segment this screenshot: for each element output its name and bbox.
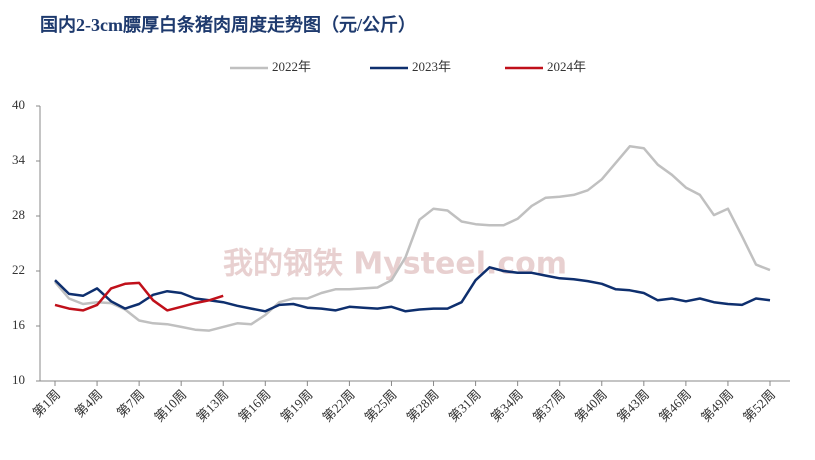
x-tick-label: 第34周 xyxy=(488,387,526,425)
x-tick-label: 第52周 xyxy=(740,387,778,425)
x-tick-label: 第22周 xyxy=(319,387,357,425)
y-tick-label: 22 xyxy=(12,262,25,277)
x-tick-label: 第46周 xyxy=(656,387,694,425)
x-tick-label: 第31周 xyxy=(446,387,484,425)
x-tick-label: 第4周 xyxy=(72,387,106,421)
x-tick-label: 第43周 xyxy=(614,387,652,425)
legend-label: 2024年 xyxy=(547,59,586,74)
x-tick-label: 第13周 xyxy=(193,387,231,425)
x-tick-label: 第10周 xyxy=(151,387,189,425)
y-tick-label: 40 xyxy=(12,97,25,112)
x-tick-label: 第37周 xyxy=(530,387,568,425)
legend-label: 2023年 xyxy=(412,59,451,74)
x-tick-label: 第25周 xyxy=(362,387,400,425)
x-tick-label: 第7周 xyxy=(114,387,148,421)
x-tick-label: 第1周 xyxy=(30,387,64,421)
x-tick-label: 第49周 xyxy=(698,387,736,425)
x-tick-label: 第28周 xyxy=(404,387,442,425)
y-tick-label: 16 xyxy=(12,317,26,332)
y-tick-label: 10 xyxy=(12,372,25,387)
x-tick-label: 第16周 xyxy=(235,387,273,425)
y-tick-label: 34 xyxy=(12,152,26,167)
legend-label: 2022年 xyxy=(272,59,311,74)
series-line xyxy=(54,145,771,332)
y-tick-label: 28 xyxy=(12,207,25,222)
chart-title: 国内2-3cm膘厚白条猪肉周度走势图（元/公斤） xyxy=(40,14,416,35)
series-line xyxy=(54,281,224,312)
series-line xyxy=(54,266,771,313)
x-tick-label: 第19周 xyxy=(277,387,315,425)
x-tick-label: 第40周 xyxy=(572,387,610,425)
